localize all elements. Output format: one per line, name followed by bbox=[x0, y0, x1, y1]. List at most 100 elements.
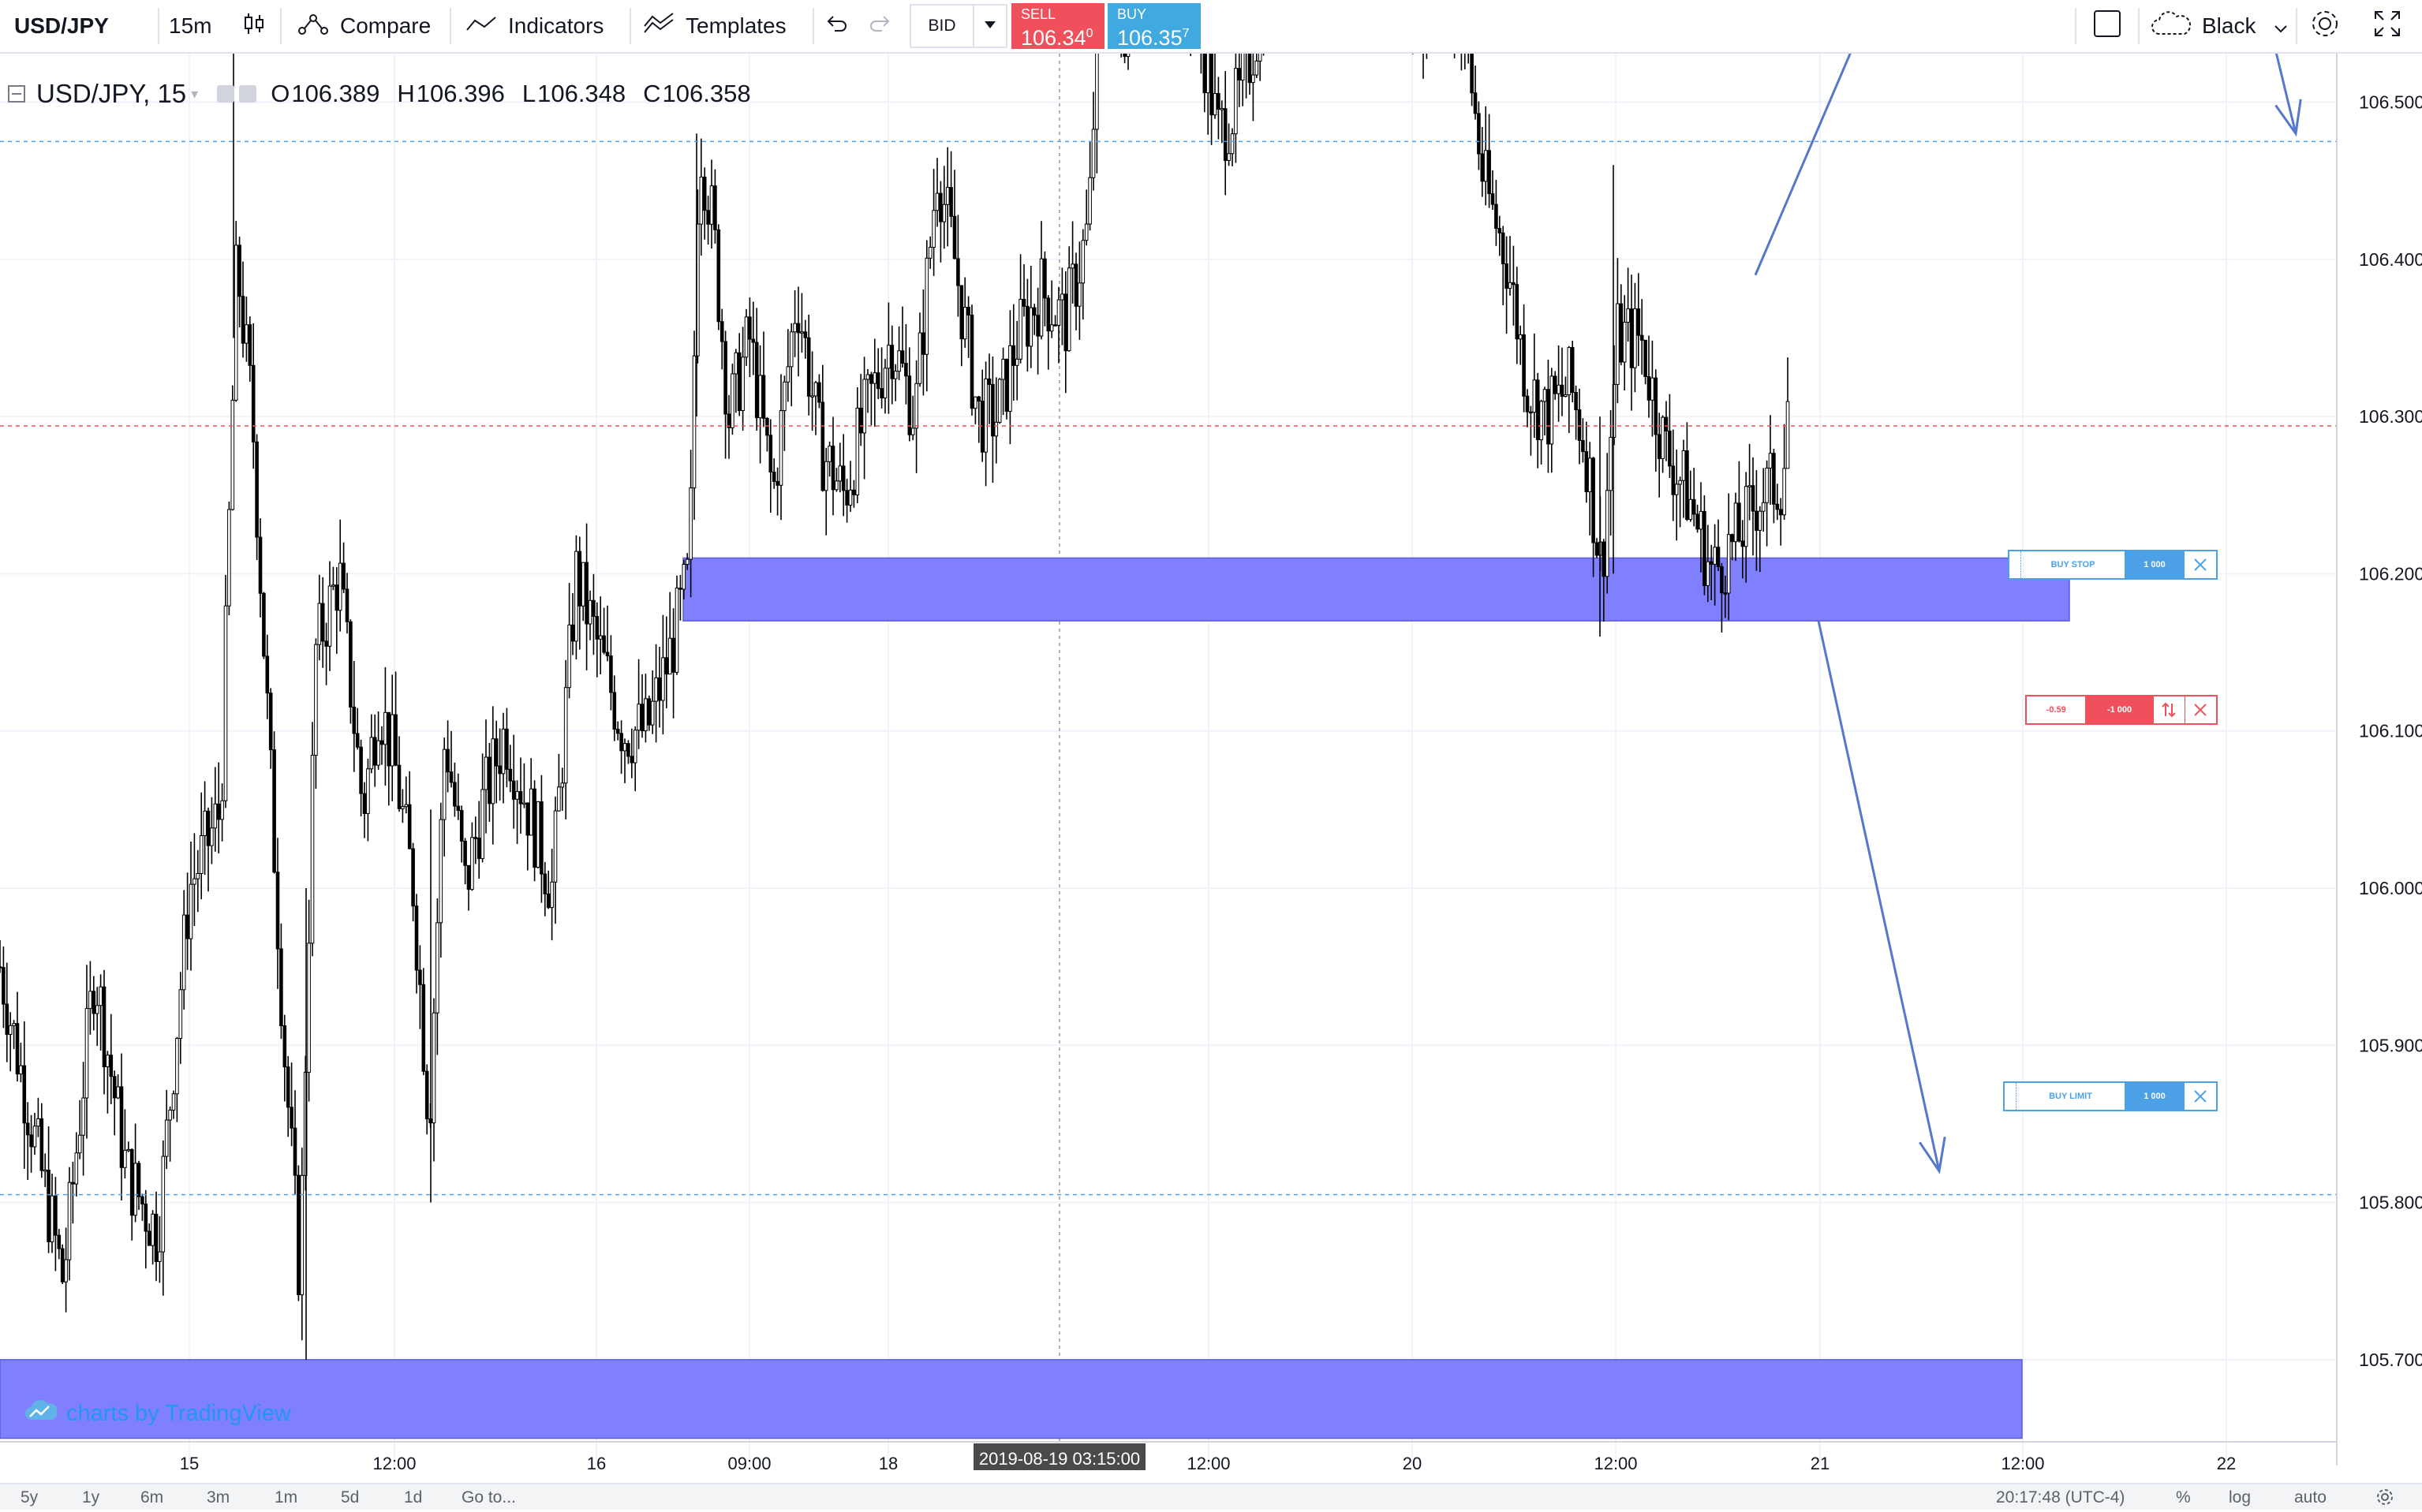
candle-body bbox=[1060, 293, 1064, 301]
candle-body bbox=[154, 1213, 159, 1262]
candle-body bbox=[1755, 510, 1759, 531]
theme-selector[interactable]: Black bbox=[2150, 0, 2288, 52]
buy-stop-order[interactable]: BUY STOP 1 000 bbox=[2008, 550, 2218, 580]
percent-toggle[interactable]: % bbox=[2176, 1488, 2191, 1506]
candle-body bbox=[1515, 284, 1519, 340]
candle-body bbox=[630, 756, 634, 763]
candle-body bbox=[199, 835, 204, 874]
redo-button[interactable] bbox=[868, 0, 895, 52]
range-1m[interactable]: 1m bbox=[275, 1488, 298, 1506]
candle-body bbox=[8, 1025, 13, 1035]
compare-button[interactable]: Compare bbox=[296, 0, 431, 52]
candle-body bbox=[234, 245, 238, 401]
legend-caret-icon[interactable]: ▾ bbox=[191, 85, 199, 102]
price-type-select[interactable]: BID bbox=[910, 4, 974, 48]
settings-button[interactable] bbox=[2308, 0, 2342, 52]
candle-body bbox=[602, 635, 606, 653]
candle-body bbox=[1643, 339, 1647, 377]
candle-body bbox=[1477, 113, 1481, 155]
range-1y[interactable]: 1y bbox=[82, 1488, 100, 1506]
position-line[interactable]: -0.59 -1 000 bbox=[2025, 695, 2218, 725]
range-5d[interactable]: 5d bbox=[341, 1488, 360, 1506]
candle-body bbox=[397, 764, 402, 809]
candle-body bbox=[612, 692, 617, 730]
candle-body bbox=[1765, 467, 1769, 503]
buy-button[interactable]: BUY 106.357 bbox=[1108, 3, 1201, 50]
candle-body bbox=[800, 331, 804, 334]
candle-body bbox=[751, 338, 756, 343]
candle-body bbox=[511, 780, 516, 800]
candle-body bbox=[262, 592, 266, 657]
range-1d[interactable]: 1d bbox=[404, 1488, 423, 1506]
position-qty[interactable]: -1 000 bbox=[2085, 696, 2154, 723]
range-5y[interactable]: 5y bbox=[21, 1488, 39, 1506]
fullscreen-toggle[interactable] bbox=[2092, 0, 2122, 52]
tradingview-watermark[interactable]: charts by TradingView bbox=[24, 1399, 291, 1428]
candle-body bbox=[893, 371, 898, 379]
candle-body bbox=[1633, 308, 1637, 368]
legend-symbol[interactable]: USD/JPY, 15 bbox=[36, 79, 187, 108]
candle-body bbox=[196, 872, 200, 879]
theme-label: Black bbox=[2202, 13, 2256, 38]
price-chart[interactable]: 106.475106.294105.805+106.745106.340 105… bbox=[0, 54, 2422, 1483]
sell-price: 106.340 bbox=[1021, 26, 1093, 50]
chart-settings-icon[interactable] bbox=[2375, 1487, 2395, 1512]
reverse-position-icon[interactable] bbox=[2154, 696, 2185, 723]
cancel-order-icon[interactable] bbox=[2185, 551, 2216, 578]
close-position-icon[interactable] bbox=[2185, 696, 2216, 723]
buy-limit-qty[interactable]: 1 000 bbox=[2125, 1083, 2185, 1110]
collapse-icon[interactable] bbox=[8, 85, 25, 103]
candle-body bbox=[765, 417, 769, 436]
candle-body bbox=[473, 837, 478, 839]
sell-button[interactable]: SELL 106.340 bbox=[1011, 3, 1104, 50]
templates-icon bbox=[643, 10, 675, 43]
candle-body bbox=[320, 603, 325, 642]
interval-selector[interactable]: 15m bbox=[169, 13, 212, 38]
candle-body bbox=[1497, 228, 1502, 233]
undo-button[interactable] bbox=[822, 0, 849, 52]
settings-small-icon[interactable] bbox=[239, 85, 257, 103]
candle-body bbox=[394, 714, 398, 766]
candle-body bbox=[1036, 315, 1040, 337]
candle-body bbox=[1247, 54, 1252, 84]
price-type-dropdown[interactable] bbox=[973, 4, 1007, 48]
range-3m[interactable]: 3m bbox=[207, 1488, 230, 1506]
candle-body bbox=[387, 711, 391, 767]
symbol-search[interactable]: USD/JPY bbox=[14, 13, 109, 38]
candles-icon bbox=[241, 10, 267, 43]
templates-button[interactable]: Templates bbox=[643, 0, 787, 52]
drag-handle[interactable] bbox=[2005, 1083, 2016, 1110]
cancel-order-icon[interactable] bbox=[2185, 1083, 2216, 1110]
drag-handle[interactable] bbox=[2009, 551, 2021, 578]
auto-toggle[interactable]: auto bbox=[2294, 1488, 2327, 1506]
candle-body bbox=[974, 396, 977, 409]
candle-body bbox=[1636, 308, 1641, 336]
candle-body bbox=[175, 1038, 179, 1095]
candle-body bbox=[567, 624, 571, 689]
candle-body bbox=[685, 558, 690, 566]
toolbar-divider bbox=[158, 8, 159, 44]
range-6m[interactable]: 6m bbox=[140, 1488, 164, 1506]
buy-stop-qty[interactable]: 1 000 bbox=[2125, 551, 2185, 578]
chart-style-button[interactable] bbox=[241, 0, 267, 52]
candle-body bbox=[1609, 436, 1613, 491]
goto-button[interactable]: Go to... bbox=[462, 1488, 516, 1506]
eye-icon[interactable] bbox=[217, 85, 235, 103]
candle-body bbox=[407, 804, 412, 849]
close-label: C bbox=[643, 80, 661, 107]
candle-body bbox=[1639, 334, 1644, 341]
buy-limit-order[interactable]: BUY LIMIT 1 000 bbox=[2003, 1081, 2218, 1111]
candle-body bbox=[939, 192, 943, 222]
candle-body bbox=[338, 562, 342, 611]
candle-body bbox=[1629, 308, 1634, 368]
candle-body bbox=[980, 401, 985, 453]
indicators-button[interactable]: Indicators bbox=[465, 0, 604, 52]
candle-body bbox=[1747, 485, 1751, 487]
candle-body bbox=[439, 819, 443, 924]
candle-body bbox=[1529, 411, 1533, 414]
candle-body bbox=[505, 728, 509, 770]
expand-button[interactable] bbox=[2373, 0, 2401, 52]
y-tick-label: 106.000 bbox=[2359, 878, 2422, 898]
log-toggle[interactable]: log bbox=[2229, 1488, 2252, 1506]
candle-body bbox=[50, 1195, 54, 1242]
